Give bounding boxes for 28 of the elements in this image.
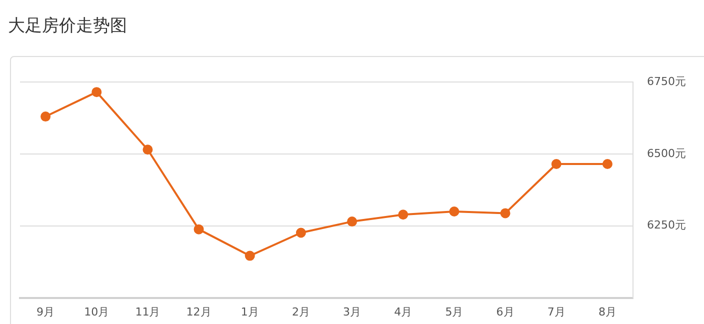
- x-tick-label: 6月: [496, 305, 514, 318]
- point: [398, 210, 408, 220]
- x-tick-label: 10月: [84, 305, 110, 318]
- x-tick-label: 2月: [292, 305, 310, 318]
- point: [500, 208, 510, 218]
- x-tick-label: 5月: [445, 305, 464, 318]
- chart-title: 大足房价走势图: [8, 15, 127, 37]
- x-tick-label: 3月: [343, 305, 362, 318]
- point: [92, 87, 102, 98]
- point: [40, 112, 51, 122]
- x-tick-label: 1月: [240, 305, 259, 318]
- point: [142, 144, 153, 155]
- y-tick-label: 6750元: [647, 74, 686, 88]
- point: [296, 228, 306, 238]
- point: [194, 224, 204, 234]
- x-tick-label: 7月: [547, 305, 566, 318]
- x-tick-label: 9月: [36, 305, 55, 318]
- y-tick-label: 6500元: [647, 146, 686, 160]
- x-tick-label: 12月: [186, 305, 212, 318]
- point: [602, 159, 612, 170]
- x-tick-label: 11月: [135, 305, 160, 318]
- x-tick-label: 8月: [598, 305, 616, 318]
- point: [449, 206, 460, 216]
- x-tick-label: 4月: [394, 305, 412, 318]
- point: [244, 250, 255, 261]
- point: [347, 216, 358, 227]
- point: [551, 159, 562, 170]
- y-tick-label: 6250元: [647, 218, 686, 232]
